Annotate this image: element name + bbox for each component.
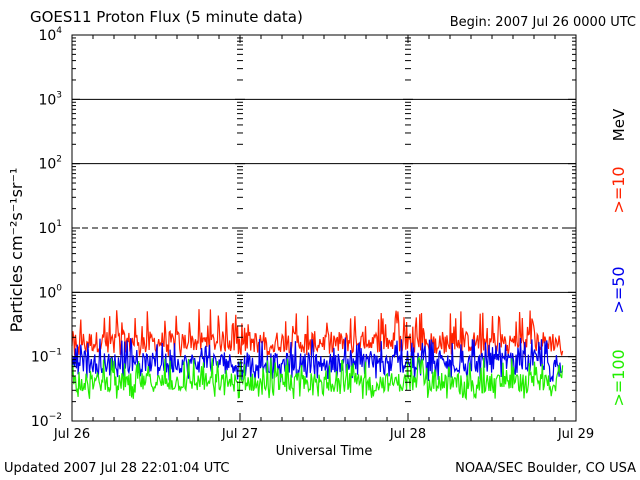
x-tick-label: Jul 28 bbox=[389, 427, 426, 442]
data-series bbox=[71, 309, 564, 401]
legend-entry: >=50 bbox=[609, 266, 628, 313]
series-line-ge50 bbox=[71, 337, 564, 383]
x-tick-label: Jul 29 bbox=[557, 427, 594, 442]
begin-time-label: Begin: 2007 Jul 26 0000 UTC bbox=[449, 15, 636, 30]
x-tick-label: Jul 26 bbox=[53, 427, 90, 442]
legend-entry: >=10 bbox=[609, 166, 628, 213]
y-tick-label: 103 bbox=[38, 90, 62, 108]
x-tick-labels: Jul 26 Jul 27 Jul 28 Jul 29 bbox=[53, 427, 594, 442]
x-axis-label: Universal Time bbox=[276, 444, 373, 459]
unit-label: MeV bbox=[610, 108, 628, 141]
y-tick-label: 100 bbox=[38, 283, 62, 301]
series-line-ge10 bbox=[71, 309, 564, 357]
y-tick-label: 104 bbox=[38, 26, 62, 44]
updated-timestamp: Updated 2007 Jul 28 22:01:04 UTC bbox=[4, 461, 230, 476]
y-axis-label: Particles cm⁻²s⁻¹sr⁻¹ bbox=[7, 168, 26, 333]
y-tick-label: 102 bbox=[38, 155, 62, 173]
y-tick-label: 10−1 bbox=[31, 348, 62, 366]
reference-lines bbox=[72, 98, 576, 358]
plot-frame bbox=[71, 34, 577, 422]
legend: MeV >=10 >=50 >=100 bbox=[609, 108, 628, 407]
chart-title: GOES11 Proton Flux (5 minute data) bbox=[30, 8, 303, 26]
series-line-ge100 bbox=[71, 355, 564, 401]
x-tick-label: Jul 27 bbox=[221, 427, 258, 442]
legend-entry: >=100 bbox=[609, 349, 628, 406]
credit-label: NOAA/SEC Boulder, CO USA bbox=[455, 461, 636, 476]
y-tick-label: 101 bbox=[38, 219, 62, 237]
